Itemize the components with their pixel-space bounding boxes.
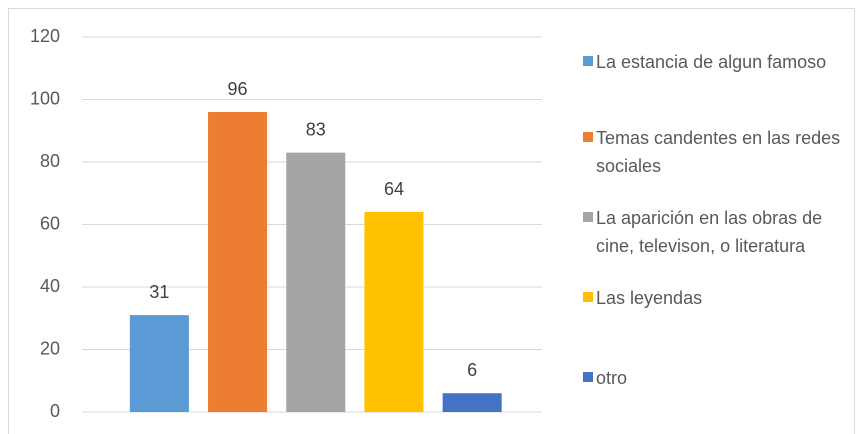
legend-swatch (583, 292, 593, 302)
legend-label: La aparición en las obras de cine, telev… (596, 208, 823, 256)
data-label: 6 (467, 360, 477, 380)
legend-label: Temas candentes en las redes sociales (596, 128, 841, 176)
y-tick-label: 60 (40, 213, 60, 233)
bar (286, 152, 346, 412)
chart-border (8, 8, 855, 434)
legend-item: Las leyendas (583, 284, 843, 312)
y-tick-label: 20 (40, 338, 60, 358)
data-label: 83 (306, 119, 326, 139)
legend-swatch (583, 132, 593, 142)
bar (208, 112, 268, 412)
legend-item: otro (583, 364, 843, 392)
y-tick-label: 0 (50, 401, 60, 421)
legend-swatch (583, 372, 593, 382)
legend-label: Las leyendas (596, 288, 703, 308)
y-tick-label: 120 (30, 26, 60, 46)
legend-label: La estancia de algun famoso (596, 52, 827, 72)
bar (364, 212, 424, 412)
data-label: 31 (149, 282, 169, 302)
bar (129, 315, 189, 412)
y-tick-label: 40 (40, 276, 60, 296)
legend-item: La aparición en las obras de cine, telev… (583, 204, 843, 260)
legend-label: otro (596, 368, 628, 388)
bar (442, 393, 502, 412)
y-tick-label: 80 (40, 151, 60, 171)
legend-swatch (583, 212, 593, 222)
legend-item: La estancia de algun famoso (583, 48, 843, 76)
data-label: 64 (384, 179, 404, 199)
legend-swatch (583, 56, 593, 66)
legend-item: Temas candentes en las redes sociales (583, 124, 843, 180)
data-label: 96 (228, 79, 248, 99)
y-tick-label: 100 (30, 88, 60, 108)
